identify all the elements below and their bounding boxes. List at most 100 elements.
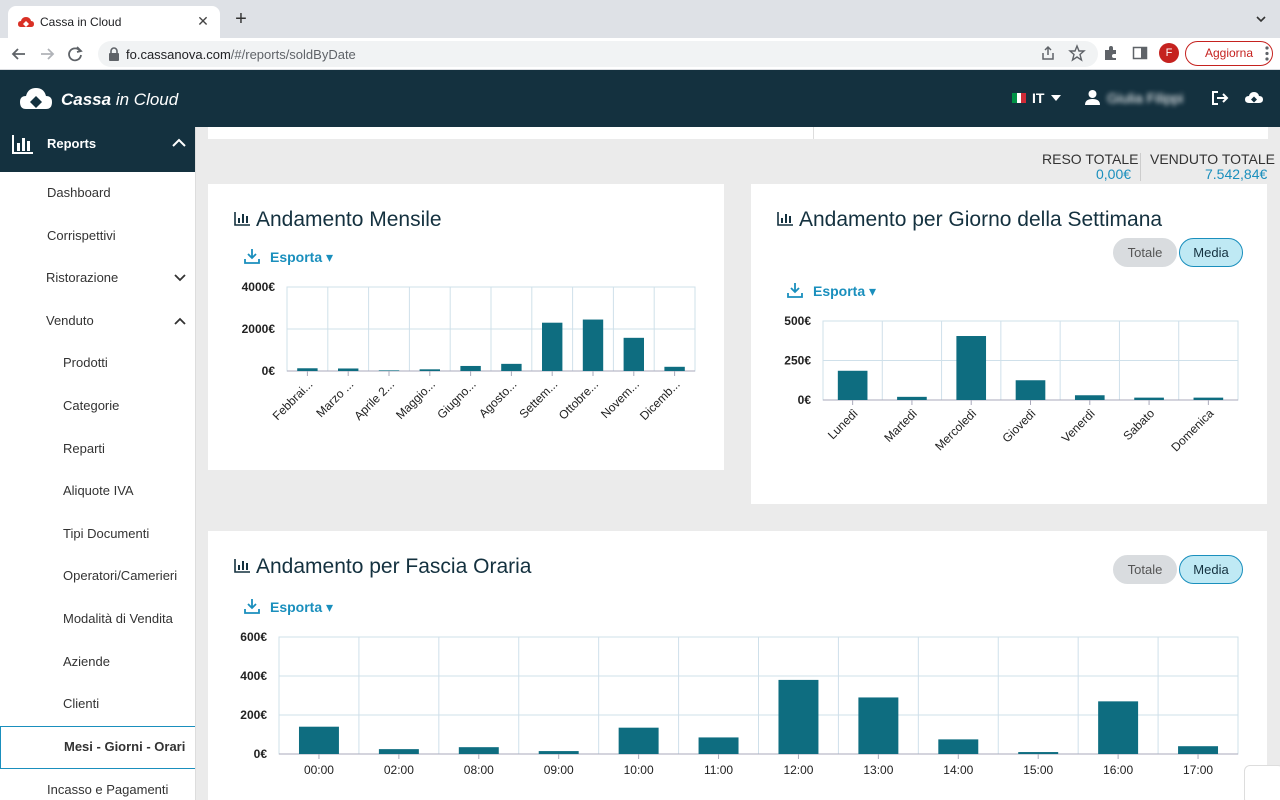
reso-totale-label: RESO TOTALE <box>1042 151 1139 167</box>
sidebar-item-label: Dashboard <box>47 185 111 200</box>
y-tick-label: 2000€ <box>242 322 276 336</box>
profile-avatar[interactable]: F <box>1159 43 1179 63</box>
bar <box>1074 395 1105 400</box>
new-tab-icon[interactable]: + <box>235 8 247 30</box>
bar-chart-icon <box>234 559 250 573</box>
download-icon[interactable] <box>244 248 260 264</box>
y-tick-label: 0€ <box>798 393 812 407</box>
sidebar-item-mesi-giorni-orari[interactable]: Mesi - Giorni - Orari <box>0 726 195 769</box>
browser-toolbar: fo.cassanova.com/#/reports/soldByDate <box>0 38 1280 70</box>
bar <box>419 369 440 371</box>
y-tick-label: 4000€ <box>242 280 276 294</box>
sidebar-item-venduto[interactable]: Venduto <box>0 300 195 343</box>
bar <box>378 749 419 754</box>
sidebar-item-categorie[interactable]: Categorie <box>0 385 195 428</box>
browser-tab[interactable]: Cassa in Cloud ✕ <box>8 6 220 38</box>
sidebar-item-prodotti[interactable]: Prodotti <box>0 342 195 385</box>
sidebar-item-label: Aliquote IVA <box>63 483 134 498</box>
sidebar-item-label: Operatori/Camerieri <box>63 568 178 583</box>
monthly-bar-chart: 4000€ 2000€ 0€ Febbrai... Marzo ... Aprile 2.… <box>208 274 724 464</box>
user-name[interactable]: Giulia Filippi <box>1107 90 1184 106</box>
side-panel-icon[interactable] <box>1132 45 1148 61</box>
export-label: Esporta <box>270 249 323 265</box>
x-tick-label: Novem... <box>598 377 642 421</box>
export-dropdown[interactable]: Esporta ▾ <box>813 283 877 299</box>
x-tick-label: 11:00 <box>704 763 733 777</box>
bookmark-star-icon[interactable] <box>1068 44 1086 62</box>
x-tick-label: Mercoledì <box>932 406 979 453</box>
chart-svg: 4000€ 2000€ 0€Febbrai...Marzo ...Aprile 2.… <box>242 280 696 423</box>
y-tick-label: 0€ <box>262 364 276 378</box>
sidebar-item-label: Categorie <box>63 398 120 413</box>
url-text: fo.cassanova.com/#/reports/soldByDate <box>126 47 356 62</box>
totale-toggle[interactable]: Totale <box>1113 555 1177 584</box>
sidebar-item-aziende[interactable]: Aziende <box>0 641 195 684</box>
extensions-puzzle-icon[interactable] <box>1103 45 1119 61</box>
share-icon[interactable] <box>1040 45 1056 61</box>
close-tab-icon[interactable]: ✕ <box>197 13 209 29</box>
user-icon[interactable] <box>1085 89 1100 105</box>
sidebar-item-clienti[interactable]: Clienti <box>0 683 195 726</box>
sidebar-section-label: Reports <box>47 136 97 151</box>
export-dropdown[interactable]: Esporta ▾ <box>270 249 334 265</box>
panel-giorno-settimana: Andamento per Giorno della Settimana Tot… <box>751 184 1267 504</box>
totale-toggle[interactable]: Totale <box>1113 238 1177 267</box>
italy-flag-icon[interactable] <box>1012 93 1026 103</box>
reload-icon[interactable] <box>64 43 86 65</box>
bar <box>778 679 819 754</box>
tab-search-chevron-icon[interactable] <box>1254 12 1268 26</box>
more-menu-icon[interactable] <box>1260 41 1274 66</box>
x-tick-label: Martedì <box>881 406 920 445</box>
x-tick-label: Agosto... <box>476 377 519 420</box>
bar-chart-icon <box>777 212 793 226</box>
browser-tabstrip: Cassa in Cloud ✕ + <box>0 0 1280 38</box>
venduto-totale-value: 7.542,84€ <box>1205 166 1268 182</box>
x-tick-label: Venerdì <box>1059 406 1098 445</box>
sidebar-item-aliquote-iva[interactable]: Aliquote IVA <box>0 470 195 513</box>
update-button[interactable]: Aggiorna <box>1185 41 1273 66</box>
media-toggle[interactable]: Media <box>1179 238 1243 267</box>
sidebar-item-label: Incasso e Pagamenti <box>47 782 169 797</box>
language-selector[interactable]: IT <box>1032 90 1045 106</box>
y-tick-label: 200€ <box>240 708 267 722</box>
bar <box>623 337 644 371</box>
bar <box>338 368 359 371</box>
export-dropdown[interactable]: Esporta ▾ <box>270 599 334 615</box>
x-tick-label: 10:00 <box>624 763 654 777</box>
sidebar-section-reports[interactable]: Reports <box>0 127 195 172</box>
address-bar[interactable]: fo.cassanova.com/#/reports/soldByDate <box>98 41 1098 67</box>
media-toggle[interactable]: Media <box>1179 555 1243 584</box>
sidebar-item-ristorazione[interactable]: Ristorazione <box>0 257 195 300</box>
chevron-up-icon[interactable] <box>172 138 186 148</box>
bar-chart-icon <box>12 135 33 154</box>
y-tick-label: 400€ <box>240 669 267 683</box>
chart-title: Andamento per Fascia Oraria <box>256 555 532 578</box>
y-tick-label: 0€ <box>254 747 268 761</box>
chart-title: Andamento per Giorno della Settimana <box>799 208 1163 231</box>
sidebar-item-reparti[interactable]: Reparti <box>0 428 195 471</box>
forward-arrow-icon[interactable] <box>36 43 58 65</box>
download-icon[interactable] <box>787 282 803 298</box>
caret-down-icon[interactable] <box>1051 94 1061 102</box>
lock-icon[interactable] <box>108 47 120 61</box>
x-tick-label: Domenica <box>1168 406 1216 454</box>
download-icon[interactable] <box>244 598 260 614</box>
sidebar-item-label: Modalità di Vendita <box>63 611 173 626</box>
sidebar-item-incasso-pagamenti[interactable]: Incasso e Pagamenti <box>0 769 195 800</box>
y-tick-label: 500€ <box>784 314 811 328</box>
panel-andamento-mensile: Andamento Mensile Esporta ▾ 4000€ 2000€ 0€… <box>208 184 724 470</box>
back-arrow-icon[interactable] <box>8 43 30 65</box>
sidebar-item-tipi-documenti[interactable]: Tipi Documenti <box>0 513 195 556</box>
chat-widget[interactable] <box>1244 765 1280 800</box>
sidebar-item-corrispettivi[interactable]: Corrispettivi <box>0 215 195 258</box>
totals-divider <box>1140 153 1141 181</box>
cloud-icon[interactable] <box>1245 90 1263 105</box>
sidebar-item-dashboard[interactable]: Dashboard <box>0 172 195 215</box>
chevron-up-icon <box>174 317 186 325</box>
sidebar-item-operatori[interactable]: Operatori/Camerieri <box>0 555 195 598</box>
sidebar-item-modalita-vendita[interactable]: Modalità di Vendita <box>0 598 195 641</box>
x-tick-label: 14:00 <box>943 763 973 777</box>
url-path: /#/reports/soldByDate <box>230 47 356 62</box>
x-tick-label: 16:00 <box>1103 763 1133 777</box>
logout-icon[interactable] <box>1211 90 1229 106</box>
